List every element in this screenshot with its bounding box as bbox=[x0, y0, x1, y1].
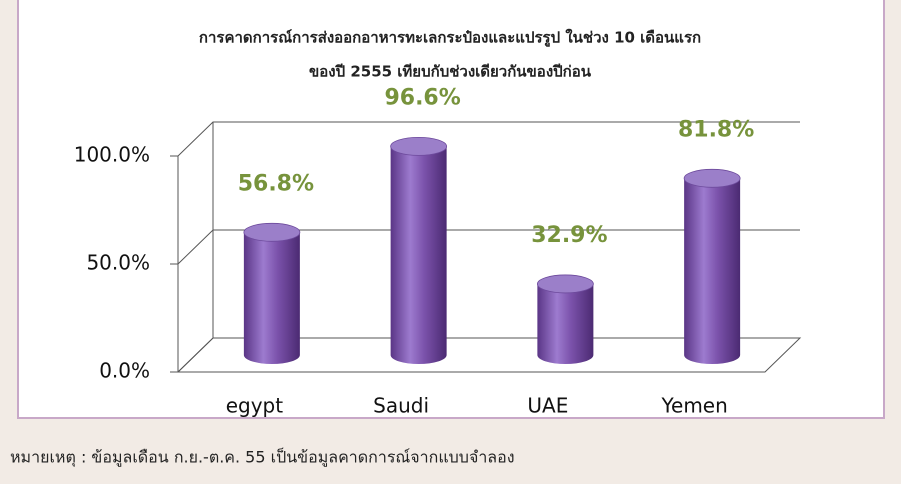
x-tick-label: Saudi bbox=[373, 394, 429, 418]
note: หมายเหตุ : ข้อมูลเดือน ก.ย.-ต.ค. 55 เป็น… bbox=[10, 447, 515, 468]
bar-top bbox=[390, 136, 448, 156]
chart-subtitle: ของปี 2555 เทียบกับช่วงเดียวกันของปีก่อน bbox=[309, 63, 592, 81]
value-label: 81.8% bbox=[678, 117, 754, 142]
y-tick-label: 50.0% bbox=[86, 251, 150, 275]
grid-line bbox=[177, 121, 800, 157]
y-tick-label: 100.0% bbox=[74, 143, 150, 167]
value-label: 96.6% bbox=[384, 85, 460, 110]
bar bbox=[684, 178, 741, 365]
x-tick-label: Yemen bbox=[660, 394, 727, 418]
grid-line bbox=[177, 337, 800, 373]
bar bbox=[390, 146, 447, 365]
grid-line bbox=[177, 229, 800, 265]
value-label: 32.9% bbox=[531, 223, 607, 248]
plot: 0.0% 50.0% 100.0% egypt 56.8% Saudi 96.6% UAE 32… bbox=[74, 85, 802, 418]
bar-top bbox=[683, 168, 741, 188]
y-tick-label: 0.0% bbox=[99, 359, 150, 383]
x-tick-label: egypt bbox=[226, 394, 284, 418]
bar bbox=[243, 232, 300, 365]
bar bbox=[537, 283, 594, 365]
x-tick-label: UAE bbox=[527, 394, 568, 418]
bar-top bbox=[536, 274, 594, 294]
value-label: 56.8% bbox=[238, 171, 314, 196]
chart-title: การคาดการณ์การส่งออกอาหารทะเลกระป๋องและแ… bbox=[199, 29, 701, 48]
bar-top bbox=[243, 222, 301, 242]
